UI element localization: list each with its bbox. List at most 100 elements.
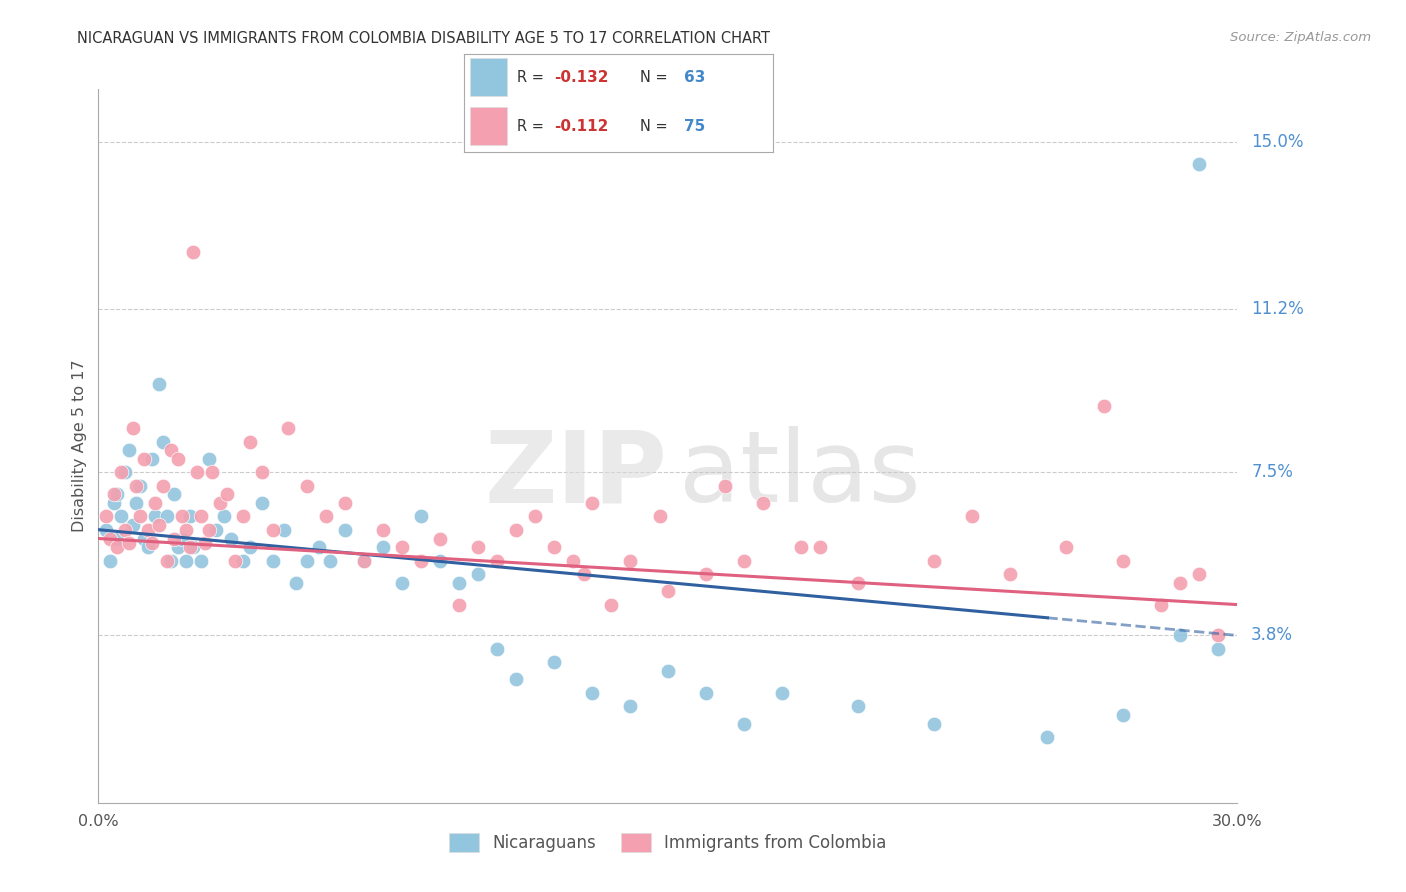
- Point: [1208, 641, 1230, 656]
- Point: [129, 509, 152, 524]
- Point: [118, 536, 141, 550]
- Point: [262, 553, 284, 567]
- Point: [600, 598, 623, 612]
- Point: [163, 487, 186, 501]
- Point: [159, 553, 181, 567]
- Point: [524, 509, 547, 524]
- Point: [657, 584, 679, 599]
- Point: [156, 553, 179, 567]
- Point: [297, 478, 319, 492]
- Point: [141, 536, 163, 550]
- Text: -0.132: -0.132: [554, 70, 609, 85]
- Point: [319, 553, 342, 567]
- Point: [574, 566, 596, 581]
- Point: [148, 518, 170, 533]
- Point: [297, 553, 319, 567]
- Point: [239, 541, 262, 555]
- Point: [486, 641, 509, 656]
- Point: [132, 532, 155, 546]
- Point: [1170, 575, 1192, 590]
- Point: [145, 509, 167, 524]
- Point: [353, 553, 375, 567]
- Point: [152, 478, 174, 492]
- Point: [846, 698, 869, 713]
- Point: [447, 598, 470, 612]
- Point: [581, 496, 603, 510]
- Point: [118, 443, 141, 458]
- Y-axis label: Disability Age 5 to 17: Disability Age 5 to 17: [72, 359, 87, 533]
- Point: [315, 509, 337, 524]
- Point: [1208, 628, 1230, 642]
- Point: [447, 575, 470, 590]
- Point: [922, 716, 945, 731]
- Point: [239, 434, 262, 449]
- Point: [125, 496, 148, 510]
- Legend: Nicaraguans, Immigrants from Colombia: Nicaraguans, Immigrants from Colombia: [443, 826, 893, 859]
- Point: [429, 553, 451, 567]
- Point: [170, 509, 193, 524]
- Point: [486, 553, 509, 567]
- Point: [1094, 400, 1116, 414]
- Point: [543, 541, 565, 555]
- Point: [273, 523, 295, 537]
- Point: [179, 509, 201, 524]
- Text: -0.112: -0.112: [554, 119, 607, 134]
- Point: [208, 496, 231, 510]
- Point: [695, 566, 717, 581]
- Point: [250, 496, 273, 510]
- Point: [1112, 707, 1135, 722]
- Point: [371, 541, 394, 555]
- Point: [110, 509, 132, 524]
- Point: [159, 443, 181, 458]
- Point: [114, 523, 136, 537]
- Point: [1188, 157, 1211, 171]
- Point: [110, 466, 132, 480]
- Point: [197, 452, 219, 467]
- Point: [308, 541, 330, 555]
- Point: [232, 553, 254, 567]
- Point: [212, 509, 235, 524]
- Text: 11.2%: 11.2%: [1251, 301, 1303, 318]
- Point: [217, 487, 239, 501]
- Point: [167, 452, 190, 467]
- Point: [186, 466, 208, 480]
- Point: [114, 466, 136, 480]
- Point: [391, 541, 413, 555]
- Text: 63: 63: [683, 70, 704, 85]
- Point: [371, 523, 394, 537]
- Point: [790, 541, 813, 555]
- Point: [94, 523, 117, 537]
- Point: [1112, 553, 1135, 567]
- Point: [505, 523, 527, 537]
- Point: [107, 487, 129, 501]
- Point: [1036, 730, 1059, 744]
- Point: [125, 478, 148, 492]
- Point: [657, 664, 679, 678]
- Point: [353, 553, 375, 567]
- Point: [174, 553, 197, 567]
- Text: 7.5%: 7.5%: [1251, 464, 1294, 482]
- Point: [733, 553, 755, 567]
- Point: [277, 421, 299, 435]
- Point: [752, 496, 775, 510]
- Bar: [470, 108, 508, 145]
- Point: [224, 553, 246, 567]
- Point: [179, 541, 201, 555]
- Text: atlas: atlas: [679, 426, 921, 523]
- Text: N =: N =: [640, 70, 672, 85]
- Text: 3.8%: 3.8%: [1251, 626, 1294, 644]
- Point: [846, 575, 869, 590]
- Point: [98, 553, 121, 567]
- Point: [190, 509, 212, 524]
- Point: [156, 509, 179, 524]
- Text: N =: N =: [640, 119, 672, 134]
- Point: [335, 523, 357, 537]
- Point: [695, 686, 717, 700]
- Point: [770, 686, 793, 700]
- Point: [1150, 598, 1173, 612]
- Point: [505, 673, 527, 687]
- Text: 75: 75: [683, 119, 704, 134]
- Point: [429, 532, 451, 546]
- Point: [107, 532, 129, 546]
- Point: [152, 434, 174, 449]
